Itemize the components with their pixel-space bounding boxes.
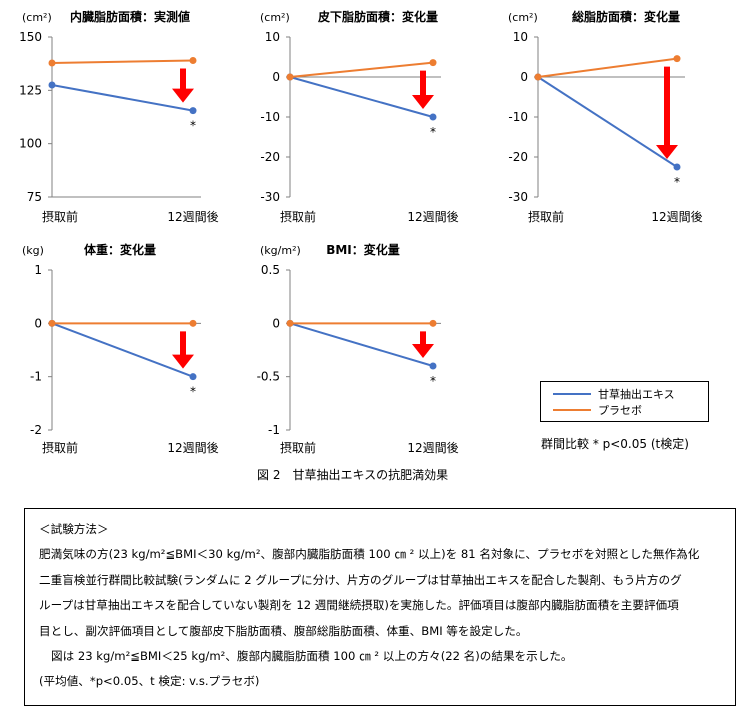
method-paragraph-line: 目とし、副次評価項目として腹部皮下脂肪面積、腹部総脂肪面積、体重、BMI 等を設…	[39, 623, 528, 638]
chart-title: 皮下脂肪面積：変化量	[317, 9, 438, 24]
x-tick-label: 12週間後	[651, 210, 702, 224]
y-axis-unit: (kg/m²)	[260, 244, 301, 257]
y-tick-label: 75	[27, 190, 42, 204]
method-heading: ＜試験方法＞	[39, 522, 109, 536]
y-tick-label: 100	[19, 137, 42, 151]
y-tick-label: -20	[508, 150, 528, 164]
y-tick-label: 125	[19, 83, 42, 97]
chart-title: BMI：変化量	[326, 242, 400, 257]
y-tick-label: -10	[508, 110, 528, 124]
series-line	[537, 57, 678, 78]
y-tick-label: -20	[260, 150, 280, 164]
y-tick-label: -1	[30, 370, 42, 384]
legend-item-licorice: 甘草抽出エキス	[553, 387, 675, 401]
y-tick-label: -30	[260, 190, 280, 204]
data-point	[429, 113, 437, 121]
chart-subcutaneous-fat: -30 -20 -10 0 10 皮下脂肪面積：変化量 (cm²) 摂取前 12週間後 *	[260, 9, 459, 224]
series-line	[51, 84, 194, 112]
y-tick-label: 150	[19, 30, 42, 44]
data-point	[189, 373, 197, 381]
data-point	[673, 163, 681, 171]
significance-mark: *	[430, 125, 436, 139]
significance-note: 群間比較 * p<0.05 (t検定)	[541, 437, 689, 451]
down-arrow-icon	[172, 331, 194, 369]
chart-body-weight: -2 -1 0 1 体重：変化量 (kg) 摂取前 12週間後 *	[22, 242, 219, 455]
chart-title: 総脂肪面積：変化量	[572, 9, 680, 24]
method-box: ＜試験方法＞ 肥満気味の方(23 kg/m²≦BMI＜30 kg/m²、腹部内臓…	[24, 508, 736, 706]
chart-title: 体重：変化量	[84, 242, 156, 257]
series-line	[51, 322, 194, 378]
down-arrow-icon	[412, 331, 434, 358]
method-paragraph-line: 肥満気味の方(23 kg/m²≦BMI＜30 kg/m²、腹部内臓脂肪面積 10…	[39, 547, 700, 562]
y-axis-unit: (cm²)	[260, 11, 290, 24]
series-line	[289, 61, 434, 78]
data-point	[286, 73, 294, 81]
x-tick-label: 12週間後	[407, 441, 458, 455]
data-point	[673, 55, 681, 63]
x-tick-label: 摂取前	[528, 209, 564, 224]
down-arrow-icon	[172, 68, 194, 103]
method-footnote: (平均値、*p<0.05、t 検定: v.s.プラセボ)	[39, 674, 260, 689]
chart-visceral-fat: 75 100 125 150 内臓脂肪面積：実測値 (cm²) 摂取前 12週間後 *	[19, 9, 219, 224]
legend-label-placebo: プラセボ	[598, 404, 642, 417]
legend-item-placebo: プラセボ	[553, 403, 642, 417]
x-tick-label: 12週間後	[407, 210, 458, 224]
data-point	[48, 81, 56, 89]
significance-mark: *	[674, 175, 680, 189]
y-tick-label: 0.5	[261, 263, 280, 277]
method-paragraph-line: 二重盲検並行群間比較試験(ランダムに 2 グループに分け、片方のグループは甘草抽…	[39, 572, 682, 587]
data-point	[189, 107, 197, 115]
legend-swatch-placebo	[553, 409, 591, 411]
x-tick-label: 摂取前	[42, 209, 78, 224]
chart-bmi: -1 -0.5 0 0.5 BMI：変化量 (kg/m²) 摂取前 12週間後 *	[257, 242, 459, 455]
y-tick-label: 0	[272, 316, 280, 330]
series-line	[51, 59, 194, 65]
y-tick-label: 0	[520, 70, 528, 84]
figure-caption: 図 2 甘草抽出エキスの抗肥満効果	[257, 468, 449, 482]
significance-mark: *	[190, 119, 196, 133]
chart-title: 内臓脂肪面積：実測値	[70, 9, 190, 24]
data-point	[429, 362, 437, 370]
series-line	[289, 322, 434, 367]
significance-mark: *	[190, 385, 196, 399]
down-arrow-icon	[412, 70, 434, 109]
y-tick-label: 0	[34, 316, 42, 330]
method-paragraph-line: ループは甘草抽出エキスを配合していない製剤を 12 週間継続摂取)を実施した。評…	[39, 598, 679, 613]
y-tick-label: -10	[260, 110, 280, 124]
data-point	[286, 319, 294, 327]
significance-mark: *	[430, 374, 436, 388]
y-tick-label: 10	[513, 30, 528, 44]
data-point	[534, 73, 542, 81]
x-tick-label: 12週間後	[167, 210, 218, 224]
x-tick-label: 摂取前	[280, 440, 316, 455]
y-tick-label: -30	[508, 190, 528, 204]
x-tick-label: 摂取前	[280, 209, 316, 224]
legend-swatch-licorice	[553, 393, 591, 395]
series-line	[289, 76, 434, 118]
x-tick-label: 12週間後	[167, 441, 218, 455]
method-result: 図は 23 kg/m²≦BMI＜25 kg/m²、腹部内臓脂肪面積 100 ㎝ …	[51, 649, 573, 664]
y-axis-unit: (cm²)	[22, 11, 52, 24]
down-arrow-icon	[656, 66, 678, 159]
y-tick-label: -2	[30, 423, 42, 437]
data-point	[48, 59, 56, 67]
data-point	[189, 56, 197, 64]
y-tick-label: 0	[272, 70, 280, 84]
y-axis-unit: (kg)	[22, 244, 44, 257]
x-tick-label: 摂取前	[42, 440, 78, 455]
y-tick-label: 1	[34, 263, 42, 277]
y-tick-label: -1	[268, 423, 280, 437]
y-axis-unit: (cm²)	[508, 11, 538, 24]
y-tick-label: -0.5	[257, 370, 280, 384]
chart-total-fat: -30 -20 -10 0 10 総脂肪面積：変化量 (cm²) 摂取前 12週間後 *	[508, 9, 703, 224]
legend-label-licorice: 甘草抽出エキス	[598, 388, 675, 401]
chart-legend: 甘草抽出エキス プラセボ	[540, 381, 709, 422]
data-point	[189, 319, 197, 327]
data-point	[429, 319, 437, 327]
data-point	[48, 319, 56, 327]
data-point	[429, 59, 437, 67]
y-tick-label: 10	[265, 30, 280, 44]
series-line	[537, 76, 678, 168]
